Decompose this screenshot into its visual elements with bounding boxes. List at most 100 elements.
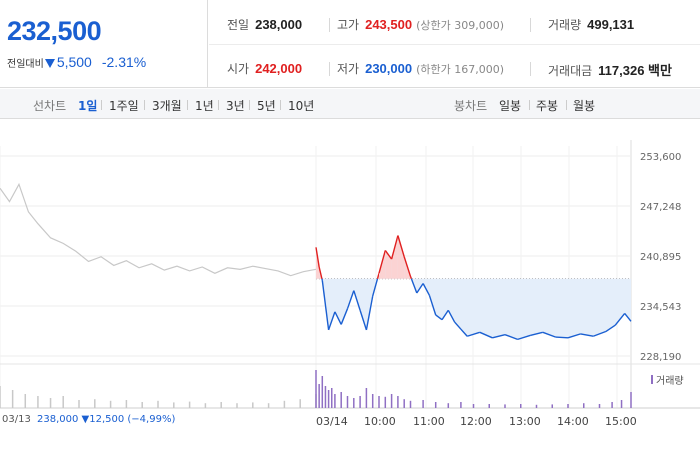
stat-amount: 거래대금 117,326 백만 bbox=[548, 60, 672, 79]
period-separator bbox=[144, 100, 145, 110]
price-change: 전일대비 5,500 -2.31% bbox=[7, 54, 146, 70]
today-line-segment bbox=[592, 330, 607, 337]
today-line-segment bbox=[318, 266, 323, 279]
stat-value: 230,000 bbox=[365, 61, 413, 76]
today-line-segment bbox=[359, 310, 368, 331]
y-tick-label: 240,895 bbox=[640, 252, 681, 263]
prev-day-date: 03/13 bbox=[2, 414, 31, 425]
stat-value: 499,131 bbox=[587, 17, 635, 32]
period-3y[interactable]: 3년 bbox=[226, 99, 245, 113]
period-10y[interactable]: 10년 bbox=[288, 99, 315, 113]
quote-header: 232,500 전일대비 5,500 -2.31% 전일 238,000 고가 … bbox=[0, 0, 700, 88]
today-line-segment bbox=[416, 283, 424, 294]
today-line-segment bbox=[403, 256, 412, 277]
x-tick-label: 03/14 bbox=[316, 415, 348, 428]
stat-label: 시가 bbox=[227, 62, 250, 76]
upper-limit: (상한가 309,000) bbox=[416, 19, 505, 32]
today-line-segment bbox=[517, 334, 531, 341]
today-line-segment bbox=[614, 312, 626, 326]
price-stats: 전일 238,000 고가 243,500 (상한가 309,000) 거래량 … bbox=[209, 0, 700, 88]
today-line-segment bbox=[353, 290, 361, 311]
period-5y[interactable]: 5년 bbox=[257, 99, 276, 113]
price-chart[interactable]: 253,600 247,248 240,895 234,543 228,190 03/14… bbox=[0, 120, 700, 450]
stat-prev-close: 전일 238,000 bbox=[227, 16, 302, 33]
today-line-segment bbox=[567, 333, 581, 339]
today-line-segment bbox=[378, 250, 386, 274]
stat-separator bbox=[530, 18, 531, 32]
stat-high: 고가 243,500 (상한가 309,000) bbox=[337, 16, 504, 33]
x-tick-label: 11:00 bbox=[413, 415, 445, 428]
stat-value: 242,000 bbox=[255, 61, 303, 76]
period-1w[interactable]: 1주일 bbox=[109, 99, 139, 113]
today-line-segment bbox=[447, 309, 456, 323]
stat-open: 시가 242,000 bbox=[227, 60, 302, 77]
x-tick-label: 12:00 bbox=[460, 415, 492, 428]
candle-daily[interactable]: 일봉 bbox=[499, 99, 522, 113]
today-line-segment bbox=[492, 333, 506, 339]
today-line-segment bbox=[346, 290, 355, 309]
candle-monthly[interactable]: 월봉 bbox=[573, 99, 596, 113]
period-3m[interactable]: 3개월 bbox=[152, 99, 182, 113]
today-line-segment bbox=[365, 295, 374, 331]
today-line-segment bbox=[580, 333, 594, 337]
stat-label: 전일 bbox=[227, 18, 250, 32]
today-line-segment bbox=[530, 331, 543, 337]
volume-legend-label: 거래량 bbox=[656, 376, 684, 387]
today-up-fill bbox=[397, 235, 405, 279]
today-line-segment bbox=[410, 278, 418, 294]
change-label: 전일대비 bbox=[7, 59, 44, 70]
volume-legend: 거래량 bbox=[651, 372, 684, 387]
period-separator bbox=[529, 100, 530, 110]
y-tick-label: 247,248 bbox=[640, 202, 681, 213]
stat-value: 243,500 bbox=[365, 17, 413, 32]
stat-label: 거래대금 bbox=[548, 64, 593, 78]
prev-day-line bbox=[0, 182, 317, 277]
today-line-segment bbox=[372, 278, 379, 297]
x-tick-label: 13:00 bbox=[509, 415, 541, 428]
line-chart-label: 선차트 bbox=[33, 99, 67, 113]
volume-swatch bbox=[651, 375, 653, 384]
stat-label: 고가 bbox=[337, 18, 360, 32]
today-line-segment bbox=[334, 311, 342, 325]
today-line-segment bbox=[454, 321, 462, 330]
down-triangle-icon bbox=[44, 59, 55, 68]
today-line-segment bbox=[624, 312, 632, 322]
stat-label: 거래량 bbox=[548, 18, 582, 32]
current-price: 232,500 bbox=[7, 16, 102, 46]
today-line-segment bbox=[397, 235, 405, 257]
today-line-segment bbox=[315, 247, 320, 268]
period-separator bbox=[218, 100, 219, 110]
today-line-segment bbox=[390, 235, 399, 260]
stat-low: 저가 230,000 (하한가 167,000) bbox=[337, 60, 504, 77]
period-1y[interactable]: 1년 bbox=[195, 99, 214, 113]
lower-limit: (하한가 167,000) bbox=[416, 63, 505, 76]
today-line-segment bbox=[321, 280, 330, 331]
y-tick-label: 234,543 bbox=[640, 302, 681, 313]
stat-value: 117,326 백만 bbox=[598, 63, 672, 78]
candle-weekly[interactable]: 주봉 bbox=[536, 99, 559, 113]
today-line-segment bbox=[384, 250, 393, 260]
today-line-segment bbox=[460, 328, 468, 337]
period-1d[interactable]: 1일 bbox=[78, 99, 98, 113]
today-line-segment bbox=[555, 336, 569, 339]
today-line-segment bbox=[542, 331, 556, 338]
stat-volume: 거래량 499,131 bbox=[548, 16, 634, 33]
period-separator bbox=[187, 100, 188, 110]
stats-row-divider bbox=[209, 44, 700, 45]
today-line-segment bbox=[327, 311, 336, 331]
period-separator bbox=[249, 100, 250, 110]
y-tick-label: 228,190 bbox=[640, 352, 681, 363]
x-tick-label: 15:00 bbox=[605, 415, 637, 428]
stat-separator bbox=[530, 62, 531, 76]
stat-separator bbox=[329, 18, 330, 32]
today-line-segment bbox=[409, 276, 413, 280]
today-line-segment bbox=[340, 308, 349, 325]
today-line-segment bbox=[376, 273, 380, 279]
period-separator bbox=[101, 100, 102, 110]
stat-value: 238,000 bbox=[255, 17, 303, 32]
change-percent: -2.31% bbox=[101, 54, 147, 70]
chart-period-bar: 선차트 1일 1주일 3개월 1년 3년 5년 10년 봉차트 일봉 주봉 월봉 bbox=[0, 89, 700, 119]
y-tick-label: 253,600 bbox=[640, 152, 681, 163]
x-tick-label: 14:00 bbox=[557, 415, 589, 428]
today-line-segment bbox=[441, 309, 449, 321]
